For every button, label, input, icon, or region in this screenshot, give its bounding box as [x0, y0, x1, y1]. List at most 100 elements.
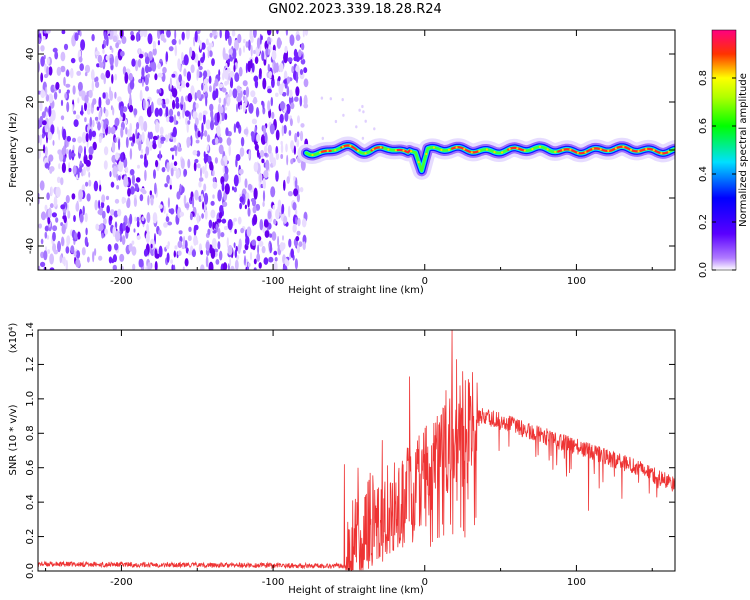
noise-speckle	[44, 204, 48, 212]
noise-speckle	[66, 69, 69, 77]
x-tick-label: -100	[262, 577, 285, 588]
noise-speckle	[180, 95, 184, 105]
x-tick-label: 0	[422, 577, 428, 588]
noise-speckle	[44, 146, 48, 157]
signal-band-dot	[637, 150, 640, 153]
noise-speckle	[65, 259, 68, 270]
noise-speckle	[173, 264, 176, 270]
noise-speckle	[190, 135, 193, 147]
noise-speckle	[105, 70, 111, 79]
signal-band-dot	[652, 149, 655, 152]
noise-speckle	[42, 36, 46, 41]
colorbar-ticks: 0.0 0.2 0.4 0.6 0.8	[698, 70, 736, 278]
noise-speckle	[282, 242, 286, 250]
signal-band-peak	[340, 144, 358, 151]
noise-speckle	[159, 126, 164, 136]
noise-speckle	[224, 80, 228, 86]
noise-speckle	[40, 72, 44, 83]
noise-speckle	[77, 231, 81, 240]
y-tick-label: -20	[25, 190, 36, 206]
noise-speckle	[48, 105, 52, 118]
noise-speckle	[228, 35, 232, 46]
noise-speckle	[190, 85, 195, 97]
noise-speckle	[108, 256, 113, 264]
noise-speckle	[270, 186, 276, 198]
noise-speckle	[294, 132, 298, 143]
noise-speckle	[166, 252, 170, 263]
noise-speckle	[224, 166, 229, 175]
noise-speckle	[154, 73, 158, 81]
noise-speckle	[259, 172, 262, 183]
noise-speckle	[166, 162, 170, 173]
noise-speckle	[253, 161, 259, 173]
noise-speckle	[208, 75, 212, 85]
signal-band-dot	[660, 152, 663, 155]
noise-speckle	[228, 48, 233, 55]
noise-speckle	[290, 102, 295, 110]
noise-speckle	[137, 164, 140, 169]
noise-speckle	[172, 99, 176, 110]
noise-speckle	[173, 161, 178, 167]
noise-speckle	[274, 257, 278, 262]
noise-speckle	[286, 86, 290, 97]
noise-speckle	[207, 228, 211, 236]
noise-speckle	[217, 189, 222, 202]
noise-speckle	[200, 193, 204, 201]
noise-speckle	[52, 140, 55, 146]
noise-speckle	[128, 104, 134, 113]
noise-speckle	[194, 158, 199, 164]
noise-speckle	[286, 176, 290, 184]
noise-speckle	[281, 203, 285, 215]
noise-speckle	[198, 181, 202, 188]
noise-speckle	[210, 209, 216, 219]
noise-speckle	[105, 98, 111, 106]
noise-speckle	[53, 196, 58, 208]
signal-band-dot	[349, 144, 352, 147]
noise-speckle	[170, 259, 174, 264]
noise-speckle	[199, 40, 202, 50]
noise-speckle	[169, 77, 172, 90]
noise-speckle	[253, 30, 257, 38]
noise-speckle	[250, 131, 255, 138]
noise-speckle	[237, 33, 242, 44]
noise-speckle	[256, 149, 260, 158]
noise-speckle	[303, 67, 308, 74]
noise-speckle	[238, 66, 243, 77]
noise-speckle	[100, 120, 104, 128]
noise-speckle	[196, 163, 201, 169]
noise-speckle	[129, 186, 135, 195]
noise-speckle	[81, 247, 86, 256]
noise-speckle	[140, 149, 143, 154]
noise-speckle	[192, 111, 198, 119]
noise-speckle	[111, 47, 114, 53]
noise-speckle	[197, 130, 201, 138]
noise-speckle	[242, 102, 246, 113]
noise-speckle	[55, 186, 61, 198]
noise-speckle	[139, 89, 143, 102]
noise-speckle	[203, 183, 207, 192]
noise-speckle	[273, 218, 277, 225]
noise-speckle	[171, 154, 174, 160]
noise-speckle	[289, 118, 293, 127]
noise-speckle	[177, 111, 181, 117]
noise-speckle	[299, 130, 304, 142]
noise-speckle	[172, 136, 177, 143]
noise-speckle	[85, 181, 89, 187]
noise-speckle	[252, 119, 257, 124]
noise-speckle	[280, 154, 284, 159]
noise-speckle	[60, 99, 64, 107]
noise-speckle	[271, 231, 277, 241]
signal-band-dot	[516, 147, 519, 150]
noise-speckle	[289, 89, 293, 98]
colorbar-tick-label: 0.4	[698, 166, 709, 182]
noise-speckle	[236, 85, 241, 93]
noise-speckle	[70, 68, 74, 79]
signal-band-dot	[592, 147, 595, 150]
noise-speckle	[218, 144, 224, 155]
noise-speckle	[68, 149, 72, 161]
noise-speckle	[109, 86, 112, 98]
noise-speckle	[65, 149, 69, 154]
noise-speckle	[42, 120, 47, 126]
noise-speckle	[263, 219, 269, 228]
noise-speckle	[204, 209, 208, 220]
